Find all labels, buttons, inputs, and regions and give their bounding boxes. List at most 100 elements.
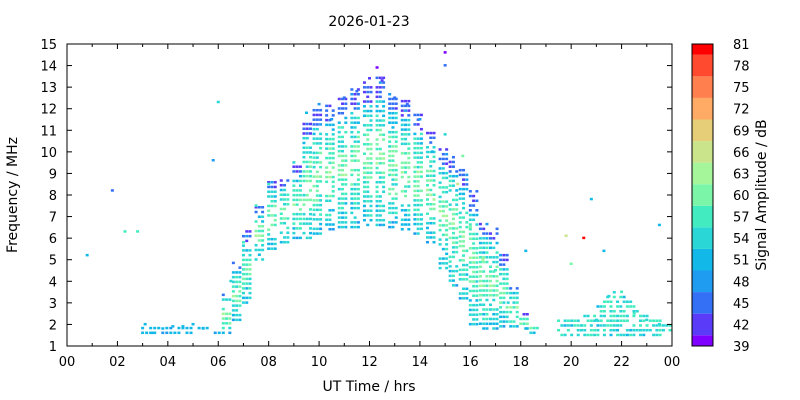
data-point	[619, 324, 623, 327]
data-point	[325, 142, 329, 146]
data-point	[407, 209, 411, 212]
data-point	[632, 314, 636, 318]
data-point	[315, 189, 319, 193]
data-point	[418, 118, 422, 121]
data-point	[353, 116, 357, 120]
data-point	[356, 135, 360, 139]
data-point	[458, 230, 462, 234]
data-point	[468, 299, 472, 302]
data-point	[499, 263, 503, 266]
data-point	[312, 165, 316, 169]
data-point	[369, 204, 373, 208]
data-point	[394, 149, 398, 153]
data-point	[425, 169, 429, 173]
data-point	[485, 251, 489, 254]
data-point	[241, 301, 245, 304]
data-point	[216, 100, 220, 104]
data-point	[495, 265, 499, 269]
data-point	[468, 313, 472, 316]
data-point	[245, 296, 249, 300]
data-point	[468, 204, 472, 207]
data-point	[344, 154, 348, 158]
data-point	[375, 214, 379, 217]
data-point	[458, 216, 462, 219]
data-point	[375, 105, 379, 108]
data-point	[388, 206, 392, 210]
data-point	[366, 185, 370, 189]
data-point	[458, 225, 462, 229]
data-point	[609, 314, 613, 318]
data-point	[586, 333, 590, 337]
data-point	[325, 194, 329, 198]
data-point	[535, 326, 539, 330]
data-point	[315, 156, 319, 159]
data-point	[465, 273, 469, 276]
data-point	[391, 97, 395, 101]
data-point	[362, 218, 366, 222]
data-point	[462, 254, 466, 257]
data-point	[419, 113, 423, 117]
data-point	[445, 262, 449, 265]
data-point	[273, 218, 277, 222]
data-point	[400, 223, 404, 226]
data-point	[475, 256, 479, 259]
data-point	[589, 319, 593, 322]
data-point	[661, 328, 665, 332]
data-point	[502, 263, 506, 266]
data-point	[375, 204, 379, 208]
data-point	[328, 137, 332, 141]
data-point	[312, 161, 316, 164]
data-point	[331, 133, 335, 136]
data-point	[455, 246, 459, 249]
data-point	[468, 303, 472, 307]
data-point	[356, 192, 360, 196]
data-point	[563, 319, 567, 322]
data-point	[331, 109, 335, 112]
data-point	[560, 333, 564, 337]
data-point	[344, 116, 348, 120]
data-point	[391, 197, 395, 200]
data-point	[612, 291, 616, 294]
data-point	[270, 247, 274, 250]
data-point	[525, 317, 529, 321]
data-point	[482, 227, 486, 231]
data-point	[509, 296, 513, 300]
data-point	[391, 154, 395, 158]
data-point	[576, 319, 580, 322]
data-point	[448, 184, 452, 187]
data-point	[432, 179, 436, 182]
data-point	[337, 216, 341, 219]
data-point	[337, 221, 341, 224]
data-point	[429, 179, 433, 182]
data-point	[328, 142, 332, 146]
data-point	[369, 152, 373, 156]
data-point	[382, 133, 386, 137]
data-point	[419, 127, 423, 131]
data-point	[378, 147, 382, 151]
data-point	[472, 294, 476, 297]
data-point	[404, 209, 408, 212]
data-point	[499, 282, 503, 285]
data-point	[353, 145, 357, 148]
data-point	[375, 95, 379, 99]
x-tick-label: 14	[412, 355, 429, 370]
data-point	[261, 248, 265, 252]
colorbar-tick-label: 69	[733, 124, 750, 139]
data-point	[302, 179, 306, 183]
data-point	[438, 209, 442, 213]
data-point	[451, 174, 455, 178]
data-point	[429, 236, 433, 239]
data-point	[241, 258, 245, 262]
data-point	[413, 232, 417, 235]
data-point	[391, 178, 395, 181]
data-point	[378, 157, 382, 160]
data-point	[645, 324, 649, 327]
data-point	[241, 296, 245, 300]
data-point	[295, 203, 299, 206]
data-point	[286, 217, 290, 220]
data-point	[462, 206, 466, 210]
data-point	[400, 104, 404, 108]
data-point	[350, 159, 354, 162]
data-point	[489, 284, 492, 288]
